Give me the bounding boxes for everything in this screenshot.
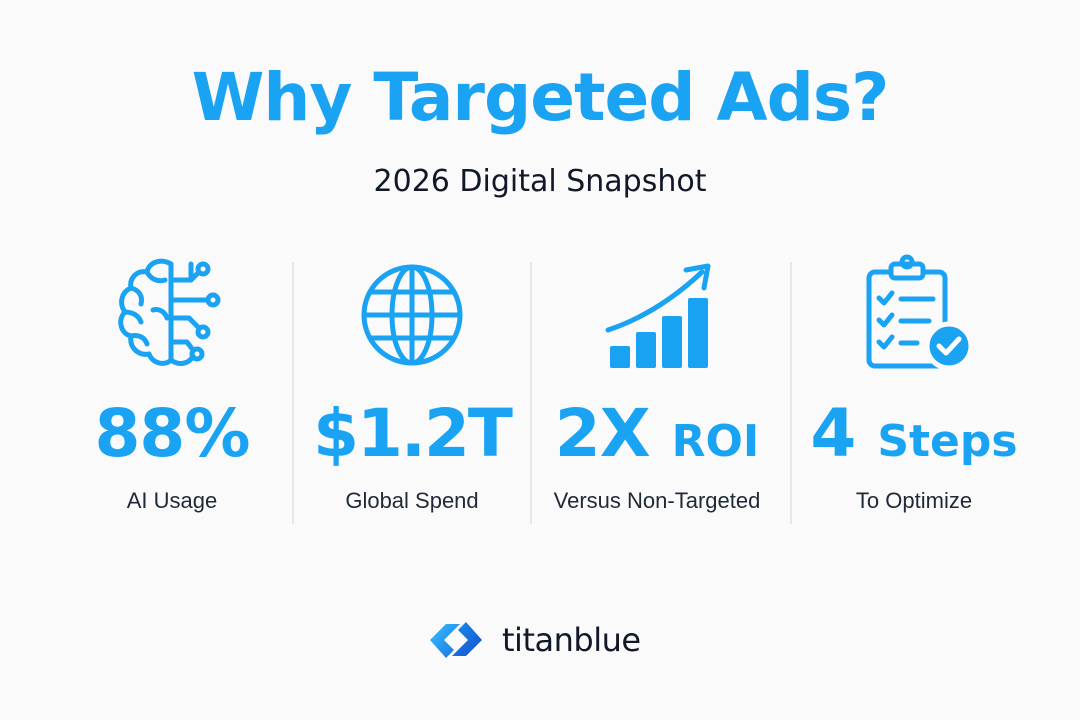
stat-label: Global Spend	[345, 488, 479, 513]
stat-ai-usage: 88% AI Usage	[52, 250, 292, 530]
stat-label: Versus Non-Targeted	[553, 488, 761, 513]
brand-name: titanblue	[502, 621, 641, 659]
stat-value-suffix: Steps	[877, 416, 1018, 467]
page-subtitle: 2026 Digital Snapshot	[373, 164, 707, 199]
stat-value-main: 2X	[554, 395, 651, 472]
stat-value: 2X ROI	[537, 390, 777, 486]
stat-value: 88%	[94, 395, 251, 472]
titanblue-logo-icon	[426, 620, 486, 660]
stat-global-spend: $1.2T Global Spend	[292, 250, 532, 530]
brand-footer: titanblue	[420, 610, 680, 670]
divider	[292, 262, 294, 524]
stat-label: To Optimize	[855, 488, 973, 513]
stat-roi: 2X ROI Versus Non-Targeted	[537, 250, 777, 530]
stat-value: $1.2T	[313, 395, 513, 472]
stat-value-main: 4	[810, 395, 856, 472]
globe-icon	[347, 250, 477, 380]
page-title: Why Targeted Ads?	[191, 59, 890, 136]
stat-label: AI Usage	[126, 488, 218, 513]
divider	[790, 262, 792, 524]
stat-value: 4 Steps	[794, 390, 1034, 486]
stat-value-suffix: ROI	[671, 416, 760, 467]
growth-chart-icon	[592, 250, 722, 380]
checklist-clipboard-icon	[849, 250, 979, 380]
stat-steps: 4 Steps To Optimize	[794, 250, 1034, 530]
divider	[530, 262, 532, 524]
brain-circuit-icon	[107, 250, 237, 380]
